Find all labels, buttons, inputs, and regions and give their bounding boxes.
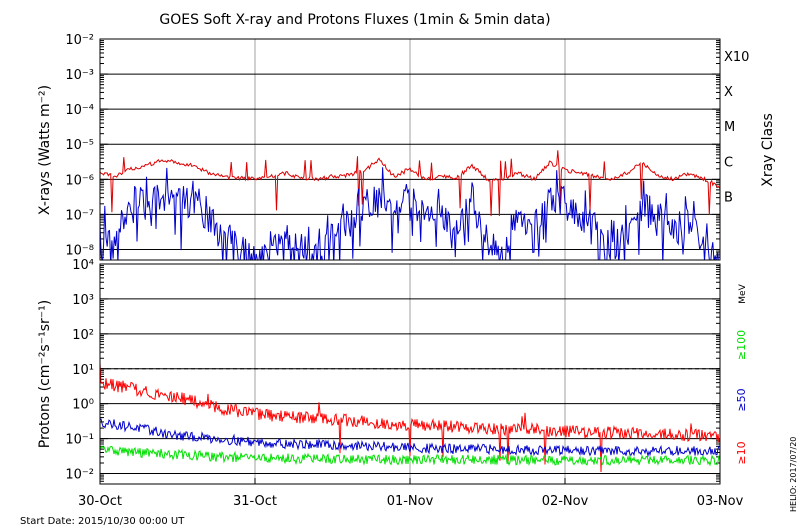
xray-class-axis-title: Xray Class — [760, 113, 776, 187]
series-group — [100, 363, 720, 473]
xray-class-label: X10 — [724, 50, 749, 65]
y-tick-label: 10² — [72, 328, 94, 343]
x-tick-label: 30-Oct — [78, 494, 122, 509]
y-tick-label: 10⁻⁴ — [65, 103, 94, 118]
start-date-label: Start Date: 2015/10/30 00:00 UT — [20, 516, 185, 527]
series-line — [100, 150, 720, 217]
panel-frame — [99, 38, 721, 261]
xray-class-label: M — [724, 120, 735, 135]
chart-title: GOES Soft X-ray and Protons Fluxes (1min… — [159, 12, 550, 28]
y-tick-label: 10⁻⁶ — [65, 173, 94, 188]
x-tick-label: 31-Oct — [233, 494, 277, 509]
series-group — [100, 150, 720, 260]
xray-panel: 10⁻² 10⁻³ 10⁻⁴ 10⁻⁵ 10⁻⁶ 10⁻⁷ 10⁻⁸ X10 X M C B X-ray… — [37, 33, 776, 261]
y-tick-label: 10⁻² — [65, 33, 94, 48]
xray-class-label: B — [724, 190, 733, 205]
y-tick-label: 10⁻⁵ — [65, 138, 94, 153]
x-tick-label: 03-Nov — [697, 494, 744, 509]
energy-unit-label: MeV — [738, 283, 748, 303]
xray-y-axis-label: X-rays (Watts m⁻²) — [37, 85, 53, 215]
series-line — [100, 363, 720, 473]
xray-class-label: X — [724, 85, 733, 100]
energy-legend-label: ≥100 — [735, 330, 748, 360]
series-line — [100, 445, 720, 467]
y-tick-label: 10⁻² — [65, 468, 94, 483]
y-tick-label: 10¹ — [72, 363, 94, 378]
y-tick-label: 10³ — [72, 293, 94, 308]
x-tick-label: 01-Nov — [387, 494, 434, 509]
series-line — [100, 167, 720, 260]
y-tick-label: 10⁰ — [72, 398, 94, 413]
energy-legend-label: ≥10 — [735, 441, 748, 464]
series-line — [100, 418, 720, 458]
proton-panel: 10⁴ 10³ 10² 10¹ 10⁰ 10⁻¹ 10⁻² Protons (cm⁻²s⁻¹s… — [37, 258, 748, 485]
y-tick-label: 10⁻³ — [65, 68, 94, 83]
x-tick-label: 02-Nov — [542, 494, 589, 509]
y-tick-label: 10⁻⁸ — [65, 243, 94, 258]
energy-legend-label: ≥50 — [735, 388, 748, 411]
y-tick-label: 10⁻¹ — [65, 433, 94, 448]
xray-class-label: C — [724, 155, 733, 170]
x-axis: 30-Oct 31-Oct 01-Nov 02-Nov 03-Nov — [78, 478, 744, 509]
y-tick-label: 10⁻⁷ — [65, 208, 94, 223]
proton-y-axis-label: Protons (cm⁻²s⁻¹sr⁻¹) — [37, 300, 53, 449]
y-tick-label: 10⁴ — [72, 258, 94, 273]
generation-stamp: HELIO: 2017/07/20 — [789, 437, 798, 512]
